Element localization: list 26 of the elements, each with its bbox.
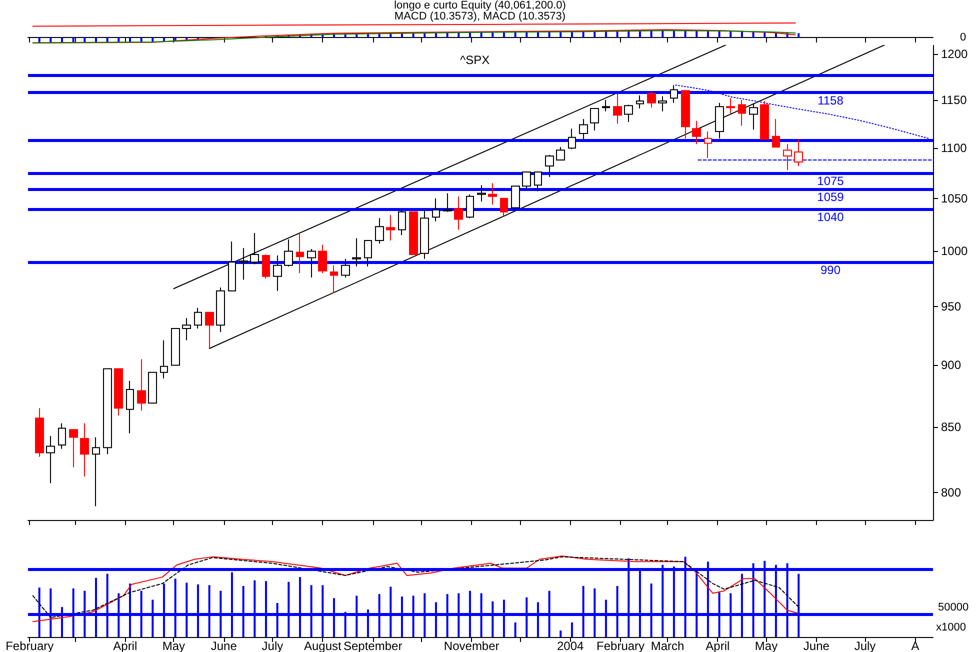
y-tick-label: 1050 bbox=[941, 191, 968, 206]
x-tick-label: June bbox=[803, 639, 830, 652]
x-tick-label: A bbox=[911, 639, 920, 652]
text: ^SPX bbox=[460, 53, 490, 67]
text: longo e curto Equity (40,061,200.0) bbox=[394, 0, 566, 12]
x-tick-label: June bbox=[210, 639, 238, 652]
ref-line-label: 1075 bbox=[817, 174, 844, 188]
text: 50000 bbox=[938, 602, 969, 614]
y-tick-label: 800 bbox=[941, 486, 962, 500]
y-tick-label: 1200 bbox=[941, 46, 968, 61]
y-tick-label: 1150 bbox=[941, 93, 968, 108]
x-tick-label: March bbox=[650, 639, 684, 652]
x-tick-label: 2004 bbox=[557, 639, 584, 652]
ref-line-label: 1059 bbox=[817, 190, 844, 204]
y-tick-label: 900 bbox=[941, 358, 962, 372]
x-tick-label: November bbox=[444, 639, 500, 652]
ref-line-label: 1040 bbox=[817, 210, 844, 224]
text: x1000 bbox=[936, 622, 966, 634]
ref-line-label: 990 bbox=[820, 263, 841, 278]
y-tick-label: 950 bbox=[941, 300, 962, 314]
ref-line-label: 1158 bbox=[818, 94, 844, 108]
y-tick-label: 1100 bbox=[941, 141, 968, 156]
text: 0 bbox=[960, 32, 966, 44]
y-tick-label: 1000 bbox=[941, 244, 968, 258]
text: MACD (10.3573), MACD (10.3573) bbox=[394, 10, 566, 22]
y-tick-label: 850 bbox=[941, 420, 962, 434]
